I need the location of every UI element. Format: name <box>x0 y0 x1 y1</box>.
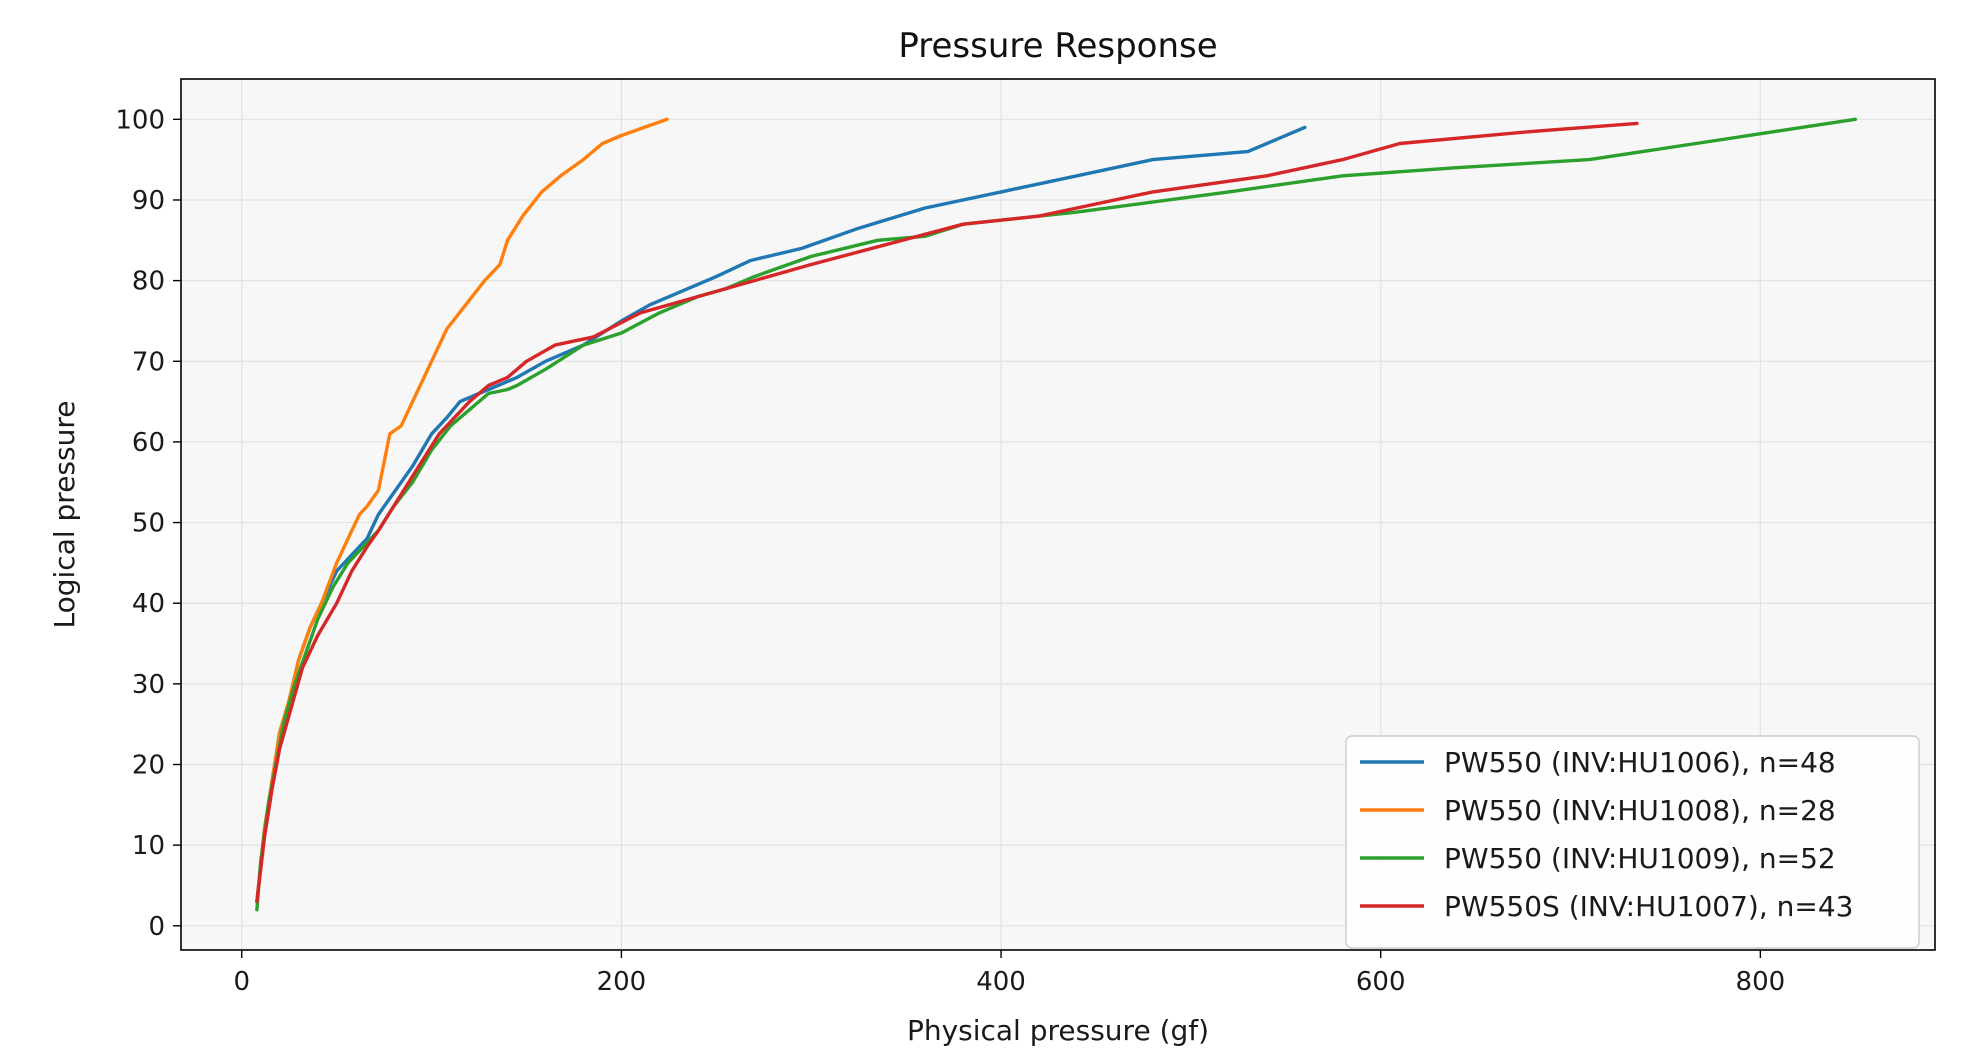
y-tick-label: 60 <box>132 428 165 458</box>
x-tick-label: 200 <box>597 967 647 997</box>
x-tick-label: 800 <box>1736 967 1786 997</box>
y-tick-label: 10 <box>132 831 165 861</box>
y-tick-label: 100 <box>115 105 165 135</box>
y-tick-label: 40 <box>132 589 165 619</box>
y-tick-label: 70 <box>132 347 165 377</box>
legend-label: PW550 (INV:HU1006), n=48 <box>1444 746 1836 779</box>
x-tick-label: 0 <box>233 967 250 997</box>
axes: 0 200 400 600 800 0 10 20 30 40 50 60 70 80 90 100 <box>115 105 1785 997</box>
x-tick-label: 600 <box>1356 967 1406 997</box>
series-layer <box>255 117 1858 912</box>
y-axis-label: Logical pressure <box>48 401 81 629</box>
y-tick-label: 90 <box>132 186 165 216</box>
y-tick-label: 50 <box>132 509 165 539</box>
series-line-3 <box>255 117 1858 912</box>
legend: PW550 (INV:HU1006), n=48 PW550 (INV:HU100… <box>1345 735 1920 949</box>
y-tick-label: 30 <box>132 670 165 700</box>
plot-frame <box>180 78 1936 951</box>
chart-title: Pressure Response <box>898 26 1217 66</box>
legend-label: PW550 (INV:HU1008), n=28 <box>1444 794 1836 827</box>
series-line-4 <box>255 121 1639 904</box>
x-tick-label: 400 <box>976 967 1026 997</box>
grid <box>181 79 1935 950</box>
y-tick-label: 80 <box>132 267 165 297</box>
legend-box <box>1345 735 1920 949</box>
legend-label: PW550S (INV:HU1007), n=43 <box>1444 890 1854 923</box>
y-tick-label: 20 <box>132 751 165 781</box>
y-tick-label: 0 <box>148 912 165 942</box>
legend-label: PW550 (INV:HU1009), n=52 <box>1444 842 1836 875</box>
series-line-2 <box>255 117 669 904</box>
x-axis-label: Physical pressure (gf) <box>907 1014 1209 1047</box>
